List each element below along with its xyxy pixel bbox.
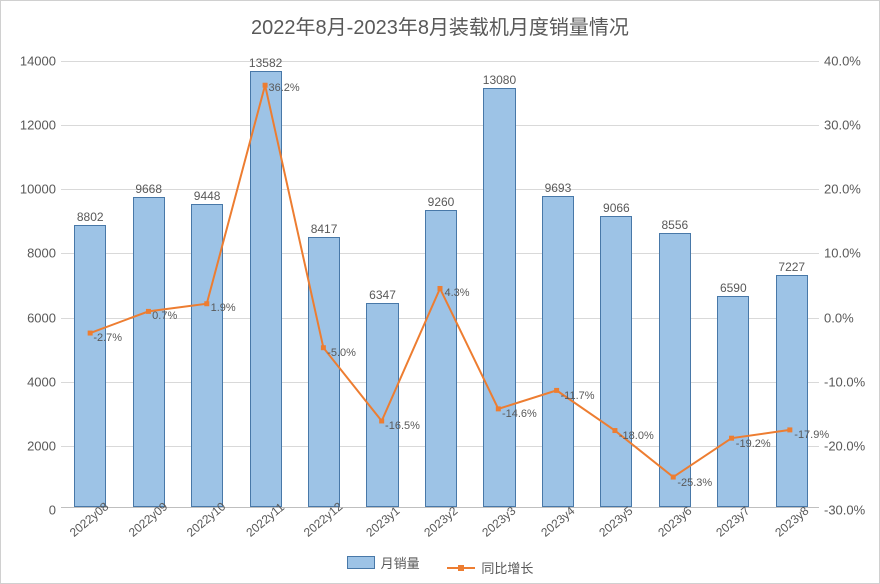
- legend-bar-swatch: [347, 556, 375, 569]
- legend-item-bar: 月销量: [347, 553, 420, 572]
- y1-tick: 2000: [11, 438, 56, 453]
- line-value-label: 1.9%: [211, 302, 236, 314]
- y2-tick: 10.0%: [824, 246, 874, 261]
- chart-title: 2022年8月-2023年8月装载机月度销量情况: [1, 1, 879, 40]
- line-value-label: -11.7%: [561, 390, 595, 402]
- line-value-label: -25.3%: [677, 477, 712, 489]
- plot-area: 02000400060008000100001200014000-30.0%-2…: [61, 61, 819, 508]
- y1-tick: 4000: [11, 374, 56, 389]
- line-value-label: -17.9%: [794, 429, 829, 441]
- legend-bar-label: 月销量: [381, 553, 420, 572]
- y1-tick: 14000: [11, 54, 56, 69]
- y2-tick: 0.0%: [824, 310, 874, 325]
- legend: 月销量 同比增长: [1, 553, 879, 578]
- legend-item-line: 同比增长: [447, 558, 533, 577]
- y2-tick: -30.0%: [824, 503, 874, 518]
- y1-tick: 0: [11, 503, 56, 518]
- line-value-label: -16.5%: [385, 420, 420, 432]
- legend-line-label: 同比增长: [481, 558, 533, 577]
- line-value-label: -19.2%: [736, 438, 771, 450]
- x-axis-label: 2023y7: [714, 504, 753, 540]
- x-axis-label: 2023y3: [480, 504, 519, 540]
- line-value-label: 4.3%: [444, 287, 469, 299]
- line-series: [61, 61, 819, 507]
- y1-tick: 12000: [11, 118, 56, 133]
- line-value-label: -18.0%: [619, 430, 654, 442]
- line-value-label: 0.7%: [152, 310, 177, 322]
- y2-tick: 20.0%: [824, 182, 874, 197]
- legend-line-swatch: [447, 567, 475, 569]
- line-value-label: 36.2%: [268, 82, 299, 94]
- y1-tick: 6000: [11, 310, 56, 325]
- y2-tick: -20.0%: [824, 438, 874, 453]
- x-axis-label: 2023y6: [655, 504, 694, 540]
- y1-tick: 10000: [11, 182, 56, 197]
- x-axis-label: 2023y4: [538, 504, 577, 540]
- chart-container: 2022年8月-2023年8月装载机月度销量情况 020004000600080…: [0, 0, 880, 584]
- x-axis-label: 2023y5: [597, 504, 636, 540]
- line-value-label: -14.6%: [502, 408, 537, 420]
- x-axis-label: 2023y2: [421, 504, 460, 540]
- y2-tick: 30.0%: [824, 118, 874, 133]
- x-axis-label: 2023y1: [363, 504, 402, 540]
- line-value-label: -2.7%: [93, 332, 122, 344]
- y2-tick: -10.0%: [824, 374, 874, 389]
- line-value-label: -5.0%: [327, 347, 356, 359]
- x-axis-label: 2023y8: [772, 504, 811, 540]
- y1-tick: 8000: [11, 246, 56, 261]
- y2-tick: 40.0%: [824, 54, 874, 69]
